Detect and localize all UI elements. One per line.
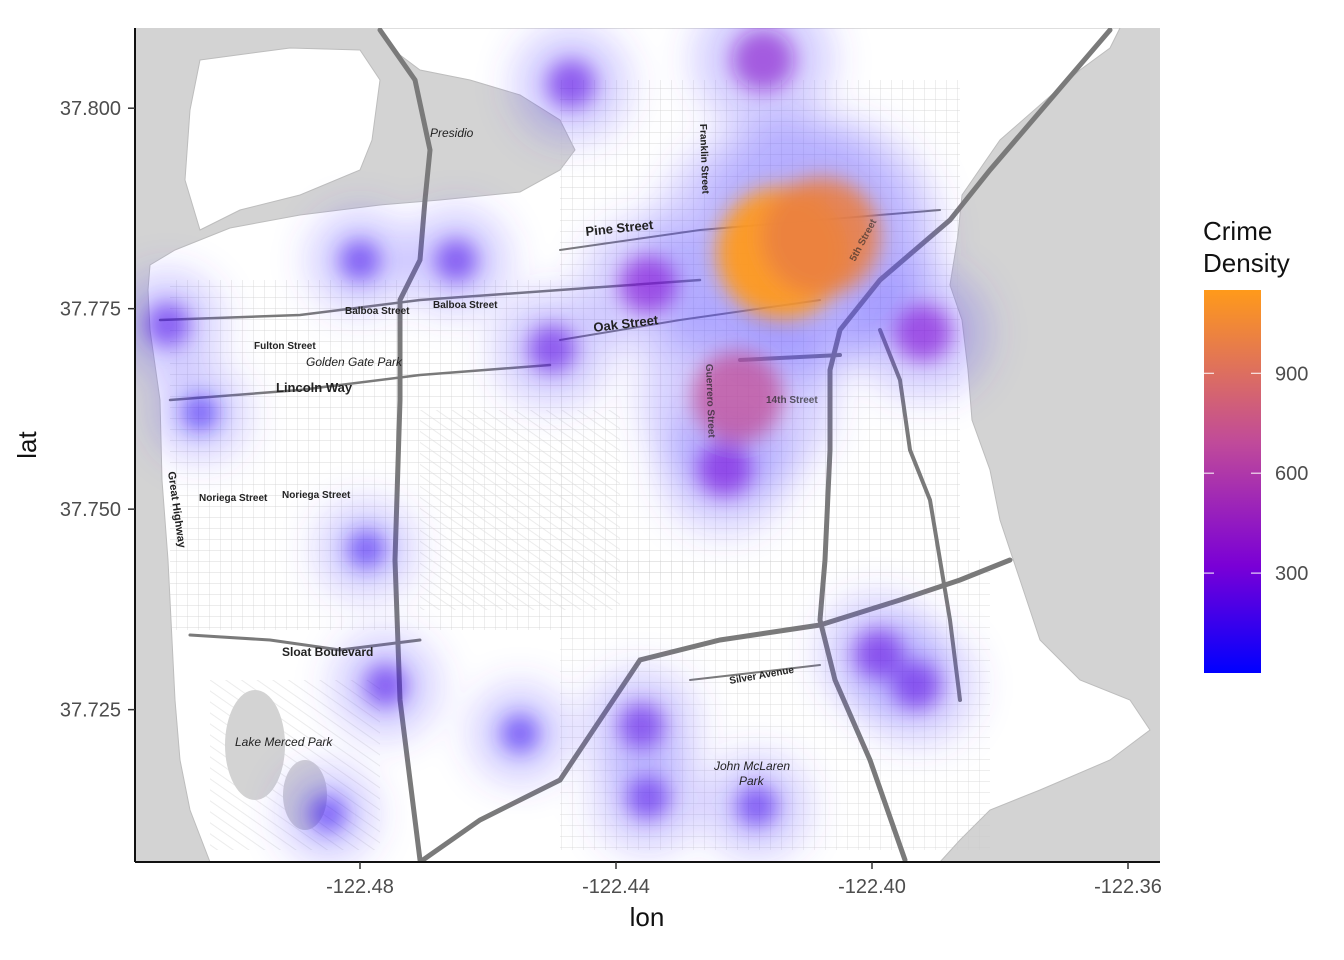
lake-merced [225, 690, 285, 800]
legend-title-line-1: Crime [1203, 216, 1272, 246]
density-hotspot-17 [347, 529, 386, 569]
label-mclaren-park: Park [739, 774, 765, 788]
map-panel: Presidio Franklin Street Pine Street Bal… [136, 28, 1160, 862]
label-lincoln-way: Lincoln Way [276, 380, 353, 395]
legend-title-line-2: Density [1203, 248, 1290, 278]
label-pine-street: Pine Street [585, 217, 655, 239]
density-hotspot-21 [309, 794, 347, 833]
y-tick-label-2: 37.775 [60, 299, 121, 321]
density-hotspot-4 [619, 255, 677, 314]
twin-peaks-contours [420, 410, 620, 610]
label-fulton-street: Fulton Street [254, 341, 316, 352]
density-hotspot-15 [145, 302, 191, 347]
y-axis-ticks: 37.725 37.750 37.775 37.800 [60, 98, 135, 722]
legend-breaks: 300 600 900 [1204, 363, 1308, 585]
density-hotspot-10 [892, 661, 942, 710]
legend-label-2: 900 [1275, 363, 1308, 385]
label-presidio: Presidio [430, 126, 474, 140]
label-sloat-boulevard: Sloat Boulevard [282, 645, 373, 659]
y-tick-label-0: 37.725 [60, 700, 121, 722]
x-axis-ticks: -122.48 -122.44 -122.40 -122.36 [326, 862, 1162, 898]
legend-colorbar [1204, 290, 1261, 673]
x-tick-label-0: -122.48 [326, 876, 394, 898]
x-tick-label-1: -122.44 [582, 876, 650, 898]
density-hotspot-14 [339, 239, 381, 282]
label-14th-street: 14th Street [766, 395, 818, 406]
label-franklin-street: Franklin Street [697, 124, 710, 195]
density-hotspot-20 [181, 394, 219, 432]
density-hotspot-11 [618, 702, 666, 750]
density-hotspot-8 [546, 59, 596, 109]
legend-label-0: 300 [1275, 563, 1308, 585]
density-hotspot-3 [732, 28, 795, 92]
density-hotspot-7 [527, 324, 577, 374]
density-layer [136, 28, 990, 862]
label-balboa-street-1: Balboa Street [345, 306, 410, 317]
density-hotspot-19 [500, 714, 540, 754]
label-noriega-street-2: Noriega Street [282, 490, 351, 501]
density-hotspot-2 [692, 351, 784, 443]
legend: Crime Density 300 600 900 [1203, 216, 1308, 673]
density-hotspot-1 [761, 177, 880, 296]
y-tick-label-1: 37.750 [60, 499, 121, 521]
land-north-tip [184, 47, 381, 231]
label-lake-merced-park: Lake Merced Park [235, 735, 333, 749]
axes: -122.48 -122.44 -122.40 -122.36 37.725 37.75… [12, 28, 1162, 932]
density-hotspot-6 [697, 441, 753, 497]
label-john-mclaren: John McLaren [713, 759, 790, 773]
legend-label-1: 600 [1275, 463, 1308, 485]
y-tick-label-3: 37.800 [60, 98, 121, 120]
label-noriega-street-1: Noriega Street [199, 493, 268, 504]
density-hotspot-13 [434, 238, 478, 283]
density-hotspot-18 [735, 784, 778, 828]
density-hotspot-16 [363, 663, 408, 708]
density-hotspot-12 [625, 775, 671, 820]
label-guerrero-street: Guerrero Street [703, 364, 717, 439]
label-golden-gate-park: Golden Gate Park [306, 355, 403, 369]
x-axis-title: lon [630, 902, 665, 932]
y-axis-title: lat [12, 430, 42, 458]
x-tick-label-2: -122.40 [838, 876, 906, 898]
density-hotspot-5 [894, 303, 953, 362]
x-tick-label-3: -122.36 [1094, 876, 1162, 898]
density-cores [145, 28, 953, 833]
label-balboa-street-2: Balboa Street [433, 300, 498, 311]
density-hotspot-9 [853, 628, 904, 679]
